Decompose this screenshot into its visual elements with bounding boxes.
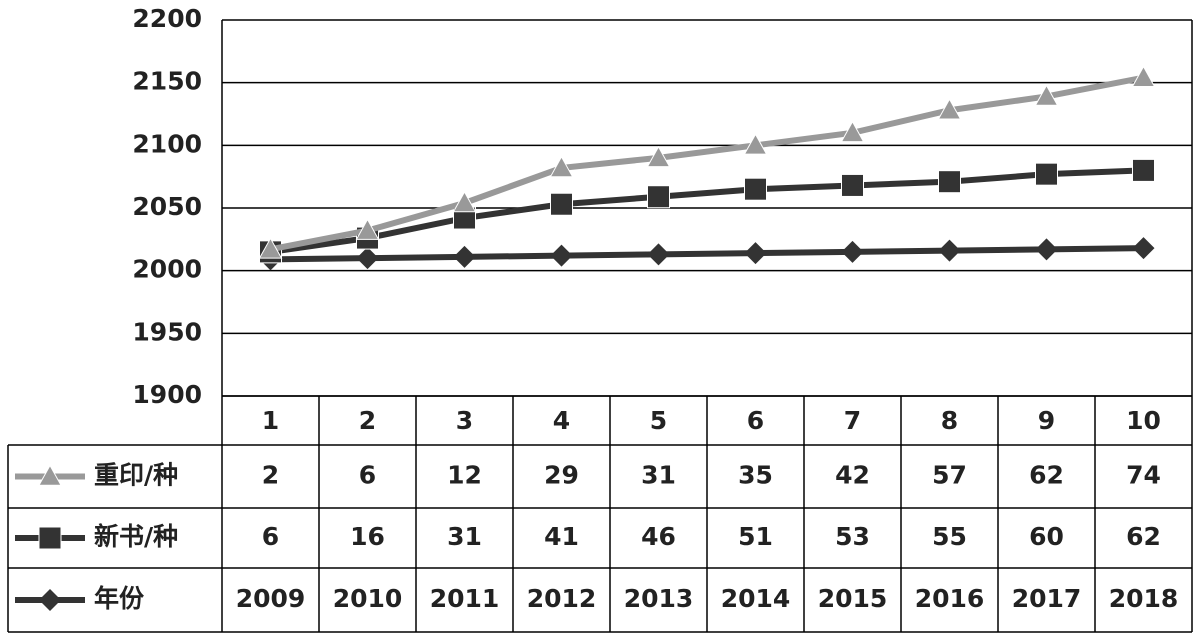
marker <box>38 526 62 550</box>
table-value: 35 <box>738 461 773 490</box>
table-value: 2013 <box>624 584 694 613</box>
marker <box>1132 158 1155 182</box>
series-line <box>270 245 1144 263</box>
marker <box>453 245 476 268</box>
y-tick-label: 2200 <box>132 4 202 33</box>
marker <box>1034 84 1059 106</box>
marker <box>938 170 961 194</box>
marker <box>1035 162 1058 186</box>
y-tick-label: 2100 <box>132 129 202 158</box>
marker <box>937 98 962 120</box>
series-line <box>269 74 1145 253</box>
marker <box>550 192 573 216</box>
marker <box>1131 65 1156 87</box>
y-tick-label: 2150 <box>132 67 202 96</box>
y-tick-label: 2050 <box>132 192 202 221</box>
table-value: 46 <box>641 522 676 551</box>
table-value: 2016 <box>915 584 985 613</box>
table-value: 42 <box>835 461 870 490</box>
marker <box>38 464 62 486</box>
table-value: 6 <box>262 522 279 551</box>
table-value: 2009 <box>236 584 306 613</box>
marker <box>550 244 573 267</box>
x-tick-label: 3 <box>456 406 473 435</box>
table-value: 41 <box>544 522 579 551</box>
legend-label: 重印/种 <box>94 461 178 490</box>
marker <box>841 240 864 263</box>
marker <box>647 185 670 209</box>
marker <box>744 242 767 265</box>
marker <box>549 155 574 178</box>
x-tick-label: 4 <box>553 406 570 435</box>
legend-label: 新书/种 <box>94 522 178 551</box>
table-value: 2018 <box>1109 584 1179 613</box>
table-value: 2014 <box>721 584 791 613</box>
table-value: 6 <box>359 461 376 490</box>
x-tick-label: 8 <box>941 406 958 435</box>
table-value: 62 <box>1126 522 1161 551</box>
table-value: 2 <box>262 461 279 490</box>
x-tick-label: 2 <box>359 406 376 435</box>
table-value: 57 <box>932 461 967 490</box>
marker <box>39 589 61 611</box>
y-tick-label: 2000 <box>132 255 202 284</box>
table-value: 12 <box>447 461 482 490</box>
marker <box>452 190 477 213</box>
table-value: 31 <box>641 461 676 490</box>
table-value: 2010 <box>333 584 403 613</box>
marker <box>744 177 767 201</box>
series-line <box>270 167 1144 255</box>
x-tick-label: 10 <box>1126 406 1161 435</box>
y-tick-label: 1900 <box>132 380 202 409</box>
x-tick-label: 9 <box>1038 406 1055 435</box>
marker <box>840 120 865 143</box>
marker <box>938 239 961 262</box>
legend-label: 年份 <box>94 584 144 613</box>
x-tick-label: 1 <box>262 406 279 435</box>
table-value: 16 <box>350 522 385 551</box>
table-value: 29 <box>544 461 579 490</box>
x-tick-label: 7 <box>844 406 861 435</box>
table-value: 53 <box>835 522 870 551</box>
marker <box>1035 238 1058 261</box>
marker <box>258 237 283 259</box>
marker <box>841 173 864 197</box>
x-tick-label: 6 <box>747 406 764 435</box>
table-value: 60 <box>1029 522 1064 551</box>
table-value: 2017 <box>1012 584 1082 613</box>
marker <box>1132 237 1155 260</box>
marker <box>646 145 671 168</box>
table-value: 74 <box>1126 461 1161 490</box>
table-value: 62 <box>1029 461 1064 490</box>
x-tick-label: 5 <box>650 406 667 435</box>
marker <box>743 133 768 155</box>
table-value: 31 <box>447 522 482 551</box>
marker <box>356 247 379 270</box>
marker <box>355 218 380 240</box>
table-value: 55 <box>932 522 967 551</box>
y-tick-label: 1950 <box>132 317 202 346</box>
table-value: 2015 <box>818 584 888 613</box>
marker <box>647 243 670 266</box>
table-value: 51 <box>738 522 773 551</box>
table-value: 2011 <box>430 584 500 613</box>
table-value: 2012 <box>527 584 597 613</box>
